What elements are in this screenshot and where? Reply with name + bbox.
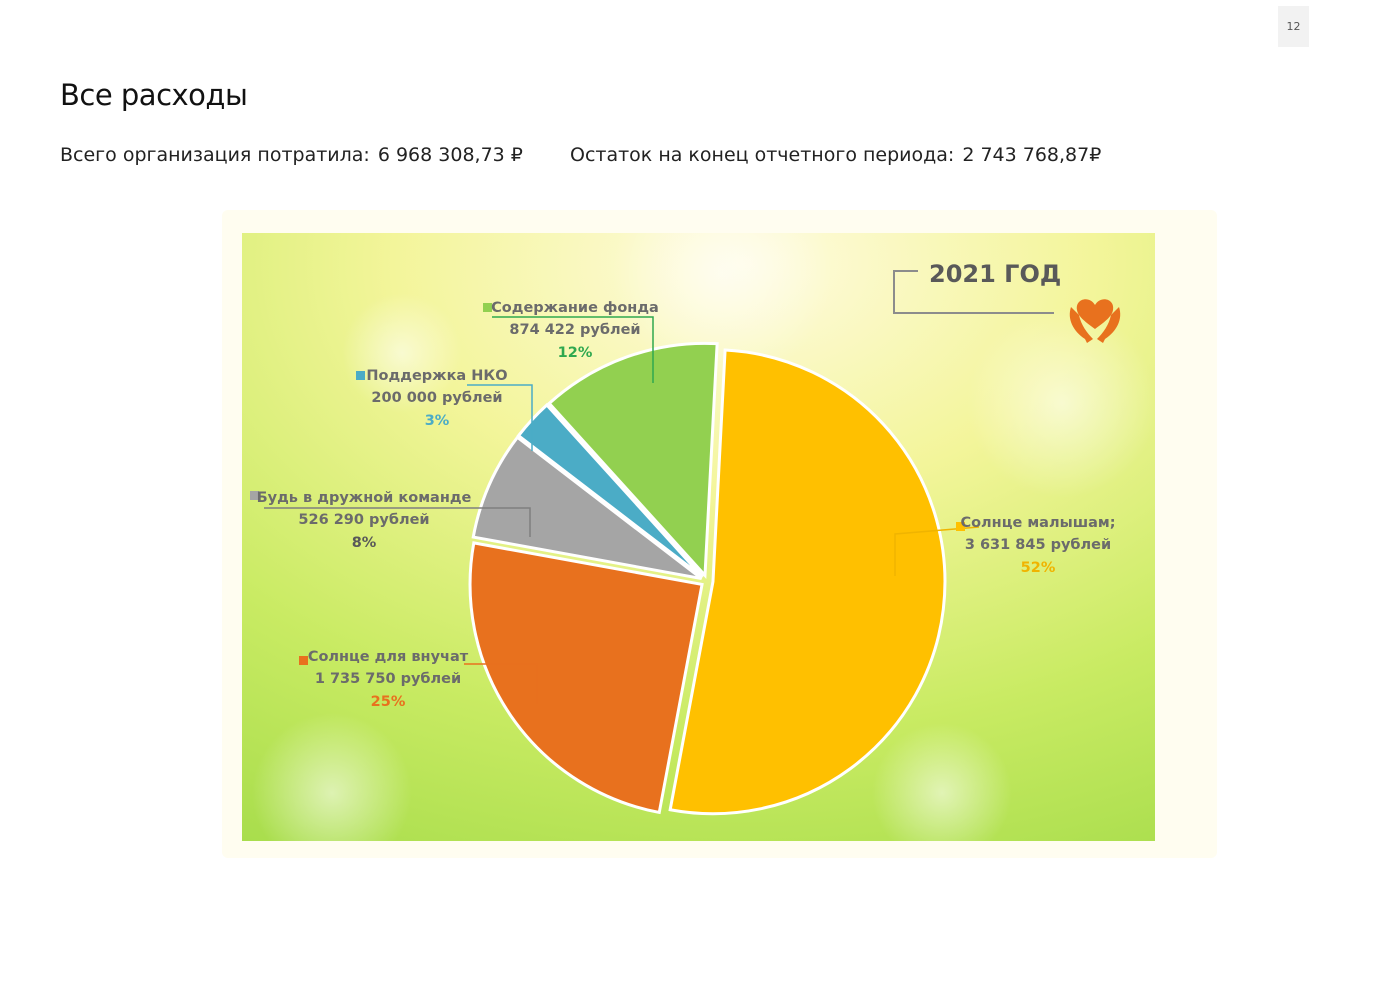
chart-title-group: 2021 ГОД [893, 260, 1061, 314]
bokeh-light [342, 293, 462, 413]
legend-marker [299, 656, 308, 665]
slice-label-name: Будь в дружной команде [257, 490, 472, 506]
bokeh-light [967, 308, 1155, 498]
slice-label-amount: 874 422 рублей [509, 322, 640, 338]
leader-line [467, 384, 533, 451]
total-spent: Всего организация потратила: 6 968 308,73… [60, 144, 523, 166]
slice-label-name: Поддержка НКО [366, 368, 507, 384]
chart-title: 2021 ГОД [929, 260, 1061, 288]
slice-label-percent: 52% [1021, 560, 1056, 576]
legend-marker [356, 371, 365, 380]
pie-slice [471, 435, 703, 581]
heart-hands-icon [1069, 299, 1121, 343]
bokeh-light [872, 723, 1012, 841]
total-spent-value: 6 968 308,73 ₽ [377, 144, 523, 166]
legend-marker [250, 491, 259, 500]
expenses-pie-chart: Солнце малышам; 3 631 845 рублей 52% Солнце… [242, 233, 1155, 841]
page-title: Все расходы [60, 78, 248, 112]
slice-label-percent: 8% [352, 535, 377, 551]
leader-line [464, 663, 538, 704]
pie-slice [668, 348, 947, 816]
bokeh-light [252, 713, 412, 841]
slice-label-amount: 3 631 845 рублей [965, 537, 1111, 553]
period-balance: Остаток на конец отчетного периода: 2 743… [570, 144, 1101, 166]
slice-label-name: Солнце для внучат [308, 649, 469, 665]
period-balance-value: 2 743 768,87₽ [962, 144, 1102, 166]
period-balance-label: Остаток на конец отчетного периода: [570, 144, 955, 166]
slice-label-amount: 200 000 рублей [371, 390, 502, 406]
slice-label-name: Содержание фонда [491, 300, 659, 316]
slice-label-percent: 25% [371, 694, 406, 710]
slice-label-amount: 526 290 рублей [298, 512, 429, 528]
legend-marker [956, 522, 965, 531]
leader-line [894, 526, 980, 576]
pie-slice [547, 341, 719, 580]
page-number: 12 [1278, 6, 1309, 47]
slice-label-amount: 1 735 750 рублей [315, 671, 461, 687]
pie-slice [468, 541, 704, 815]
leader-line [264, 507, 531, 537]
leader-line [492, 316, 654, 383]
total-spent-label: Всего организация потратила: [60, 144, 370, 166]
legend-marker [483, 303, 492, 312]
title-bracket [893, 270, 1054, 314]
slice-label-percent: 3% [425, 413, 450, 429]
slice-label-percent: 12% [558, 345, 593, 361]
slice-label-name: Солнце малышам; [960, 515, 1115, 531]
